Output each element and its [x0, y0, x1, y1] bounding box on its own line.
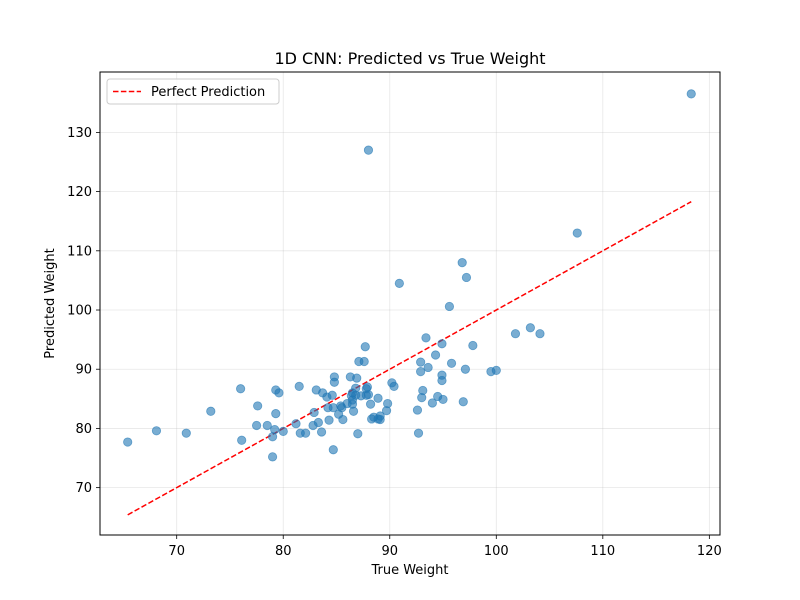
data-points-layer [123, 89, 696, 462]
data-point [421, 333, 431, 343]
data-point [353, 429, 363, 439]
data-point [365, 399, 376, 409]
x-axis-label: True Weight [370, 563, 448, 578]
x-tick-label: 70 [168, 544, 185, 559]
data-point [416, 366, 426, 377]
data-point [686, 89, 696, 99]
data-point [535, 329, 545, 339]
grid-lines [100, 72, 720, 535]
data-point [351, 383, 361, 393]
x-tick-label: 110 [590, 544, 615, 559]
data-point [328, 445, 338, 455]
data-point [430, 350, 441, 360]
data-point [423, 362, 433, 373]
data-point [572, 228, 582, 238]
data-point [294, 381, 304, 391]
legend: Perfect Prediction [106, 78, 280, 105]
data-point [363, 390, 374, 400]
data-point [206, 406, 216, 416]
data-point [525, 323, 535, 333]
data-point [413, 428, 424, 438]
data-point [237, 435, 247, 445]
reference-line-layer [127, 201, 692, 516]
y-tick-label: 120 [67, 185, 92, 200]
data-point [458, 397, 468, 407]
data-point [123, 437, 133, 447]
x-tick-label: 90 [381, 544, 398, 559]
data-point [338, 414, 348, 425]
data-point [375, 414, 385, 425]
y-tick-label: 70 [75, 481, 92, 496]
data-point [427, 398, 437, 408]
x-tick-label: 100 [484, 544, 509, 559]
data-point [360, 342, 370, 352]
data-point [271, 409, 281, 419]
y-tick-label: 90 [75, 363, 92, 378]
data-point [418, 385, 428, 396]
y-axis-ticks: 70 80 90 100 110 120 130 [67, 126, 100, 496]
legend-box [106, 78, 280, 105]
data-point [446, 358, 457, 368]
data-point [461, 272, 472, 283]
data-point [253, 401, 263, 411]
data-point [274, 388, 284, 398]
data-point [327, 390, 337, 400]
data-point [313, 417, 323, 428]
y-tick-label: 110 [67, 244, 92, 259]
data-point [468, 340, 478, 351]
x-tick-label: 120 [697, 544, 722, 559]
data-point [251, 420, 262, 431]
data-point [394, 278, 404, 288]
data-point [352, 373, 362, 383]
data-point [278, 426, 288, 436]
data-point [437, 339, 447, 349]
data-point [270, 425, 280, 435]
axes-frame [99, 71, 721, 536]
data-point [236, 384, 246, 394]
data-point [457, 258, 467, 268]
data-point [309, 407, 319, 418]
data-point [348, 406, 359, 416]
x-tick-label: 80 [275, 544, 292, 559]
y-tick-label: 80 [75, 422, 92, 437]
data-point [438, 394, 448, 405]
data-point [362, 382, 372, 392]
data-point [416, 357, 426, 367]
data-point [301, 428, 311, 438]
data-point [373, 393, 383, 403]
data-point [291, 419, 301, 429]
data-point [267, 452, 278, 462]
data-point [491, 365, 501, 376]
data-point [383, 398, 393, 409]
data-point [363, 145, 374, 155]
data-point [444, 301, 455, 312]
chart-title: 1D CNN: Predicted vs True Weight [274, 49, 545, 68]
legend-label-perfect-prediction: Perfect Prediction [151, 85, 265, 100]
data-point [329, 372, 339, 382]
y-axis-label: Predicted Weight [43, 248, 58, 358]
data-point [359, 356, 369, 367]
data-point [324, 415, 334, 425]
data-point [151, 426, 162, 436]
y-tick-label: 100 [67, 304, 92, 319]
data-point [412, 405, 423, 415]
data-point [460, 364, 470, 374]
perfect-prediction-line [127, 201, 692, 516]
data-point [510, 329, 521, 339]
data-point [389, 381, 399, 391]
y-tick-label: 130 [67, 126, 92, 141]
data-point [262, 420, 272, 431]
data-point [316, 427, 327, 437]
x-axis-ticks: 70 80 90 100 110 120 [168, 535, 722, 559]
data-point [181, 428, 191, 438]
data-point [437, 370, 447, 380]
